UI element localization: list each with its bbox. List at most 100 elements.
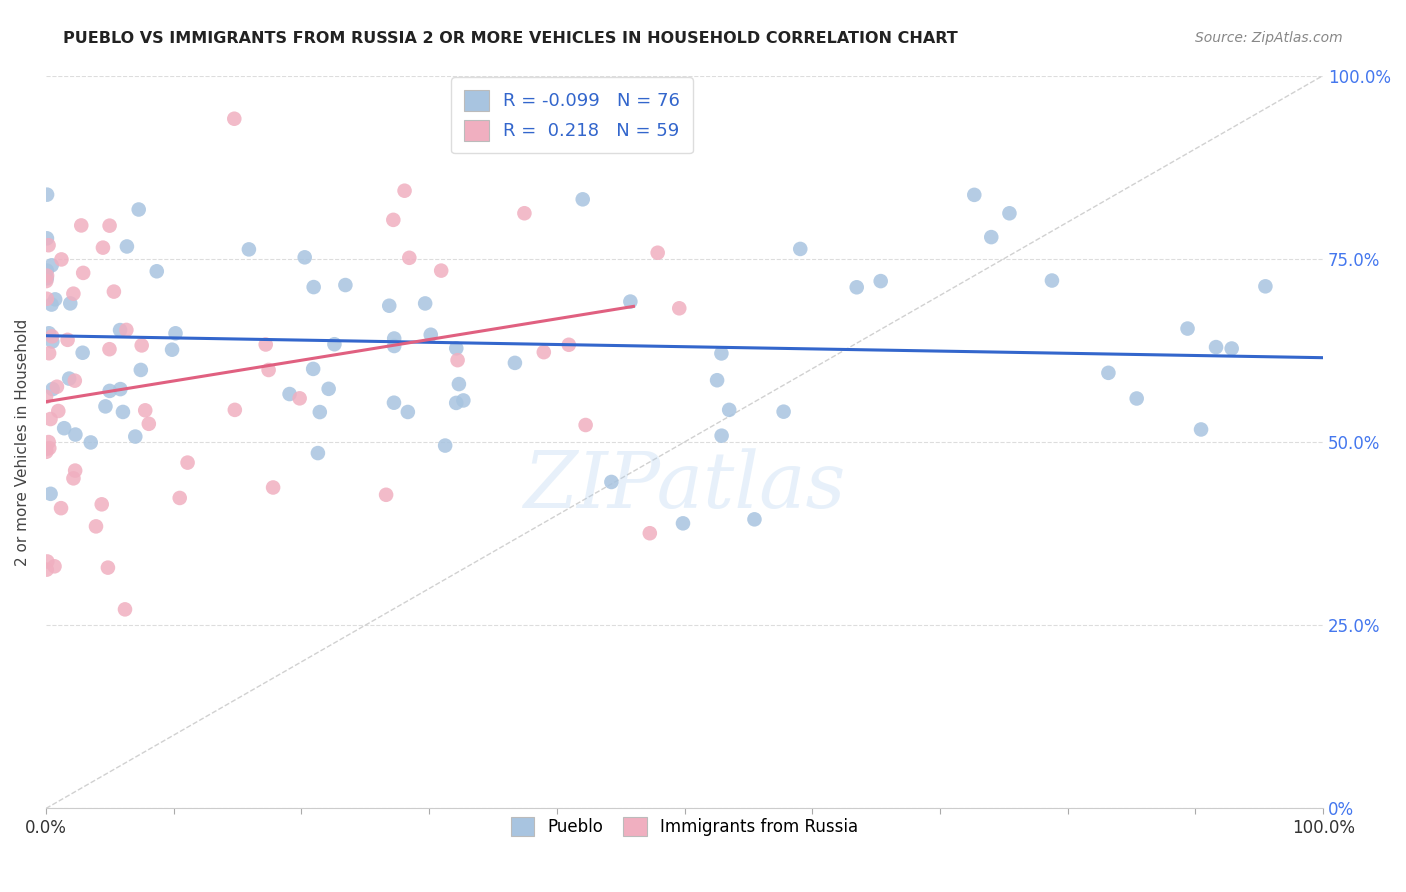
Point <box>39 487 62 501</box>
Point <box>453 393 475 408</box>
Point <box>308 405 330 419</box>
Point <box>91 241 114 255</box>
Point <box>672 516 695 531</box>
Point <box>772 405 794 419</box>
Point <box>138 417 160 431</box>
Point <box>38 326 60 341</box>
Point <box>165 326 187 341</box>
Point <box>176 456 198 470</box>
Point <box>39 412 62 426</box>
Point <box>998 206 1021 220</box>
Point <box>62 286 84 301</box>
Point <box>398 251 420 265</box>
Point <box>65 427 87 442</box>
Point <box>145 264 167 278</box>
Point <box>35 274 58 288</box>
Point <box>49 501 72 516</box>
Point <box>382 212 405 227</box>
Text: Source: ZipAtlas.com: Source: ZipAtlas.com <box>1195 31 1343 45</box>
Point <box>169 491 191 505</box>
Point <box>619 294 641 309</box>
Point <box>35 268 58 283</box>
Point <box>382 331 405 345</box>
Point <box>41 329 63 343</box>
Point <box>35 187 58 202</box>
Point <box>638 526 661 541</box>
Point <box>98 384 121 398</box>
Legend: Pueblo, Immigrants from Russia: Pueblo, Immigrants from Russia <box>502 808 866 844</box>
Point <box>35 442 58 456</box>
Point <box>446 353 468 368</box>
Point <box>35 292 58 306</box>
Point <box>98 342 121 356</box>
Point <box>58 371 80 385</box>
Point <box>706 373 728 387</box>
Point <box>789 242 811 256</box>
Point <box>394 184 416 198</box>
Point <box>710 428 733 442</box>
Point <box>238 243 260 257</box>
Point <box>503 356 526 370</box>
Point <box>744 512 766 526</box>
Point <box>84 519 107 533</box>
Text: ZIPatlas: ZIPatlas <box>523 448 846 524</box>
Point <box>62 471 84 485</box>
Point <box>288 392 311 406</box>
Point <box>41 297 63 311</box>
Point <box>72 266 94 280</box>
Point <box>1189 422 1212 436</box>
Point <box>63 374 86 388</box>
Point <box>70 219 93 233</box>
Point <box>128 202 150 217</box>
Point <box>44 559 66 574</box>
Point <box>38 346 60 360</box>
Point <box>114 602 136 616</box>
Point <box>129 363 152 377</box>
Point <box>103 285 125 299</box>
Point <box>56 333 79 347</box>
Point <box>718 402 741 417</box>
Point <box>80 435 103 450</box>
Point <box>845 280 868 294</box>
Point <box>1205 340 1227 354</box>
Point <box>72 345 94 359</box>
Point <box>323 337 346 351</box>
Point <box>307 446 329 460</box>
Point <box>35 390 58 404</box>
Point <box>160 343 183 357</box>
Point <box>980 230 1002 244</box>
Point <box>668 301 690 316</box>
Point <box>35 263 58 277</box>
Point <box>375 488 398 502</box>
Point <box>600 475 623 489</box>
Point <box>134 403 156 417</box>
Point <box>413 296 436 310</box>
Point <box>1254 279 1277 293</box>
Point <box>430 263 453 277</box>
Point <box>396 405 419 419</box>
Point <box>53 421 76 435</box>
Point <box>869 274 891 288</box>
Point <box>378 299 401 313</box>
Point <box>38 238 60 252</box>
Point <box>94 400 117 414</box>
Point <box>294 250 316 264</box>
Point <box>710 346 733 360</box>
Point <box>447 377 470 392</box>
Point <box>124 429 146 443</box>
Point <box>110 382 132 396</box>
Point <box>45 380 67 394</box>
Point <box>278 387 301 401</box>
Point <box>35 444 58 458</box>
Point <box>575 417 598 432</box>
Point <box>1177 321 1199 335</box>
Point <box>111 405 134 419</box>
Point <box>41 258 63 272</box>
Point <box>444 396 467 410</box>
Point <box>131 338 153 352</box>
Point <box>97 560 120 574</box>
Point <box>44 293 66 307</box>
Point <box>302 280 325 294</box>
Point <box>1125 392 1147 406</box>
Point <box>98 219 121 233</box>
